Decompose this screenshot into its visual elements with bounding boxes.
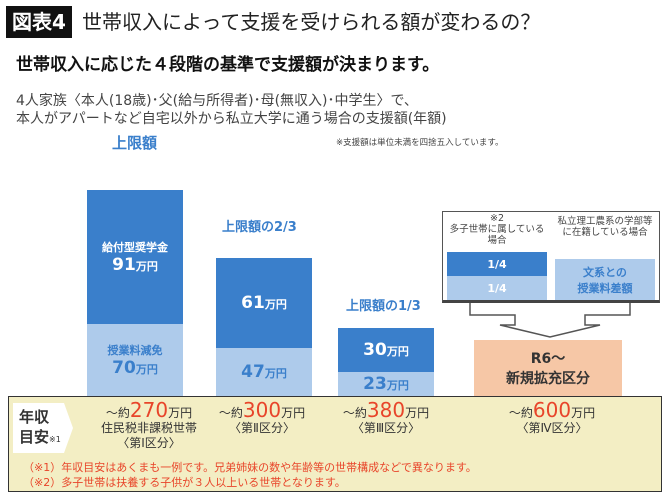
value-label: 91 <box>112 254 136 275</box>
income-band: 年収 目安※1 〜約270万円 住民税非課税世帯 〈第Ⅰ区分〉 〜約300万円 〈第Ⅱ区… <box>8 396 662 492</box>
bar-scholarship-1: 給付型奨学金 91万円 <box>87 189 183 324</box>
unit-label: 万円 <box>135 363 158 376</box>
subtitle: 世帯収入に応じた４段階の基準で支援額が決まります。 <box>16 55 440 75</box>
case-a-label: ※2 多子世帯に属している場合 <box>449 213 545 246</box>
value-label: 47 <box>241 361 265 382</box>
expansion-box: ※2 多子世帯に属している場合 私立理工農系の学部等に在籍している場合 1/4 1… <box>442 211 660 303</box>
bar-scholarship-3: 30万円 <box>338 328 434 373</box>
unit-label: 万円 <box>264 366 287 380</box>
bar-tuition-3: 23万円 <box>338 372 434 396</box>
arrow-down-icon <box>469 303 631 338</box>
description-line-1: 4人家族〈本人(18歳)･父(給与所得者)･母(無収入)･中学生〉で、 <box>16 93 418 109</box>
income-item: 〜約600万円 〈第Ⅳ区分〉 <box>508 398 596 435</box>
unit-label: 万円 <box>264 297 287 311</box>
value-label: 70 <box>112 358 136 378</box>
case-b-label: 私立理工農系の学部等に在籍している場合 <box>557 216 653 238</box>
unit-label: 万円 <box>386 379 409 393</box>
description-line-2: 本人がアパートなど自宅以外から私立大学に通う場合の支援額(年額) <box>16 111 447 127</box>
cap-label: 上限額の2/3 <box>222 220 297 235</box>
bar-tuition-2: 47万円 <box>216 347 312 396</box>
income-label: 年収 目安※1 <box>13 403 73 453</box>
science-tuition-diff: 文系との 授業料差額 <box>555 259 655 300</box>
unit-label: 万円 <box>386 345 409 359</box>
bar-tuition-1: 授業料減免 70万円 <box>87 324 183 396</box>
new-category-box: R6〜 新規拡充区分 <box>474 340 622 396</box>
rounding-note: ※支援額は単位未満を四捨五入しています。 <box>336 138 504 148</box>
value-label: 23 <box>363 374 387 395</box>
cap-label: 上限額 <box>112 134 158 152</box>
bar-scholarship-2: 61万円 <box>216 257 312 348</box>
multi-child-top: 1/4 <box>447 252 547 276</box>
value-label: 61 <box>241 292 265 313</box>
income-item: 〜約300万円 〈第Ⅱ区分〉 <box>218 398 306 435</box>
series-label: 授業料減免 <box>107 344 163 357</box>
figure-tag: 図表4 <box>6 6 72 38</box>
series-label: 給付型奨学金 <box>102 240 168 254</box>
cap-label: 上限額の1/3 <box>346 299 421 314</box>
income-item: 〜約380万円 〈第Ⅲ区分〉 <box>342 398 430 435</box>
multi-child-bottom: 1/4 <box>447 276 547 300</box>
figure-title: 世帯収入によって支援を受けられる額が変わるの？ <box>82 10 541 34</box>
value-label: 30 <box>363 340 387 361</box>
footnote-2: （※2）多子世帯は扶養する子供が３人以上いる世帯となります。 <box>23 476 346 489</box>
income-item: 〜約270万円 住民税非課税世帯 〈第Ⅰ区分〉 <box>100 398 197 450</box>
footnote-1: （※1）年収目安はあくまも一例です。兄弟姉妹の数や年齢等の世帯構成などで異なりま… <box>23 461 477 474</box>
unit-label: 万円 <box>135 259 158 273</box>
